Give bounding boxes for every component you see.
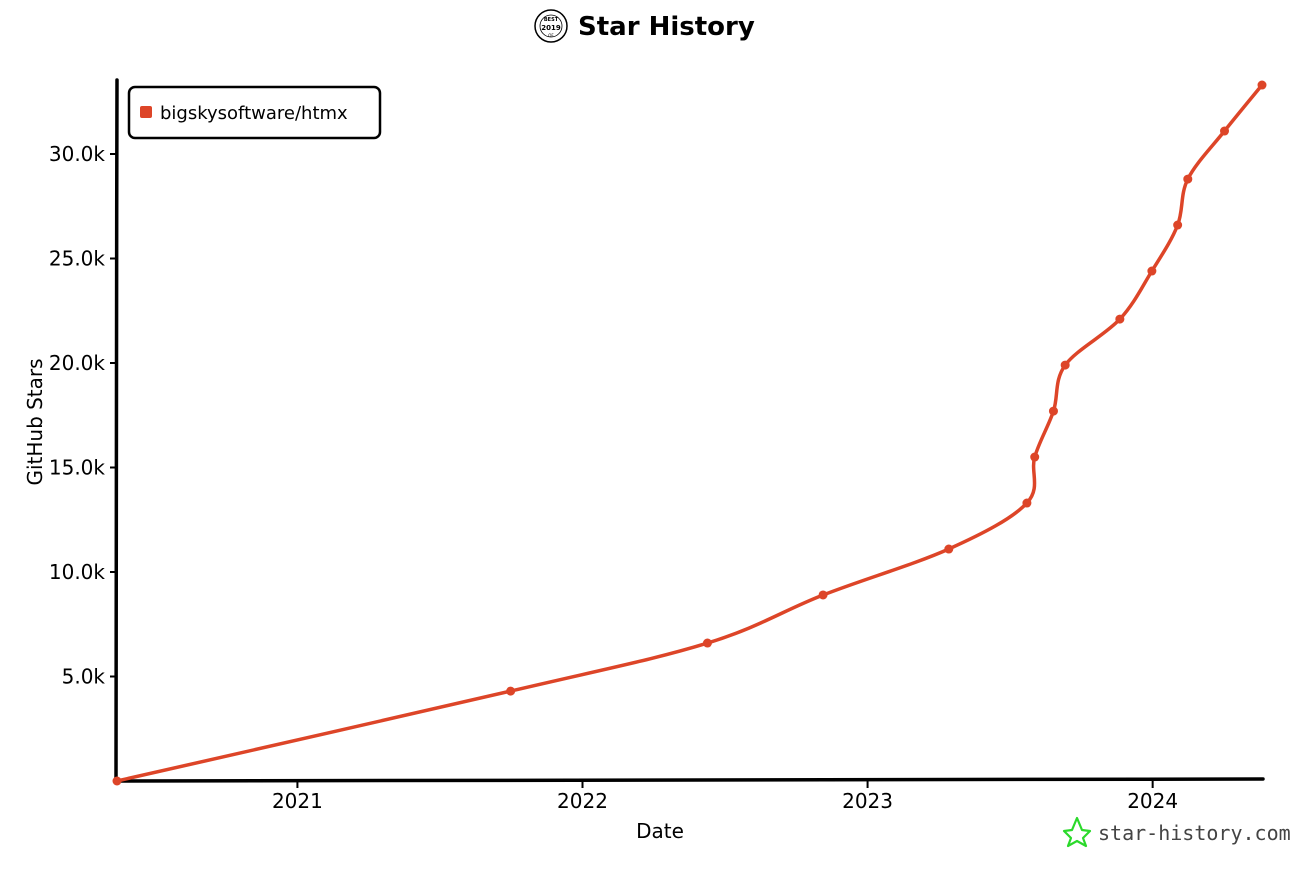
series-point [1183, 174, 1193, 184]
x-tick-label: 2021 [272, 789, 323, 813]
series-points [112, 80, 1267, 786]
legend-swatch [140, 106, 152, 118]
x-tick-label: 2024 [1127, 789, 1178, 813]
y-tick-label: 25.0k [49, 247, 106, 271]
series-line-htmx [115, 83, 1264, 783]
x-axis-label: Date [636, 819, 684, 843]
series-point [1257, 80, 1267, 90]
y-tick-label: 10.0k [49, 560, 106, 584]
x-tick-label: 2022 [557, 789, 608, 813]
badge-line-3: OF [548, 33, 554, 38]
watermark[interactable]: star-history.com [1062, 816, 1291, 848]
series-point [1115, 314, 1125, 324]
series-point [1048, 406, 1058, 416]
y-tick-label: 15.0k [49, 456, 106, 480]
y-tick-label: 5.0k [62, 665, 106, 689]
watermark-text: star-history.com [1098, 821, 1291, 845]
legend-box [127, 85, 382, 140]
chart-title: Star History [578, 12, 755, 42]
y-tick-label: 30.0k [49, 142, 106, 166]
y-axis-line [114, 78, 119, 784]
x-tick-label: 2023 [842, 789, 893, 813]
legend-label-htmx: bigskysoftware/htmx [160, 103, 348, 124]
series-point [818, 590, 828, 600]
y-tick-label: 20.0k [49, 351, 106, 375]
series-point [944, 544, 954, 554]
y-axis-label: GitHub Stars [23, 358, 47, 485]
series-point [1030, 452, 1040, 462]
x-axis-ticks: 2021 2022 2023 2024 [272, 781, 1178, 813]
series-point [702, 638, 712, 648]
series-point [506, 686, 516, 696]
x-axis-line [113, 777, 1265, 783]
legend: bigskysoftware/htmx [127, 85, 382, 140]
series-point [1173, 220, 1183, 230]
series-point [1060, 360, 1070, 370]
badge-line-2: 2019 [541, 24, 561, 32]
series-point [1022, 498, 1032, 508]
star-outline-icon [1062, 816, 1092, 848]
y-axis-ticks: 5.0k 10.0k 15.0k 20.0k 25.0k 30.0k [49, 142, 117, 689]
badge-line-1: BEST [544, 17, 559, 23]
title-badge-icon: BEST 2019 OF [534, 9, 568, 43]
series-point [112, 776, 122, 786]
series-point [1147, 266, 1157, 276]
series-point [1220, 126, 1230, 136]
